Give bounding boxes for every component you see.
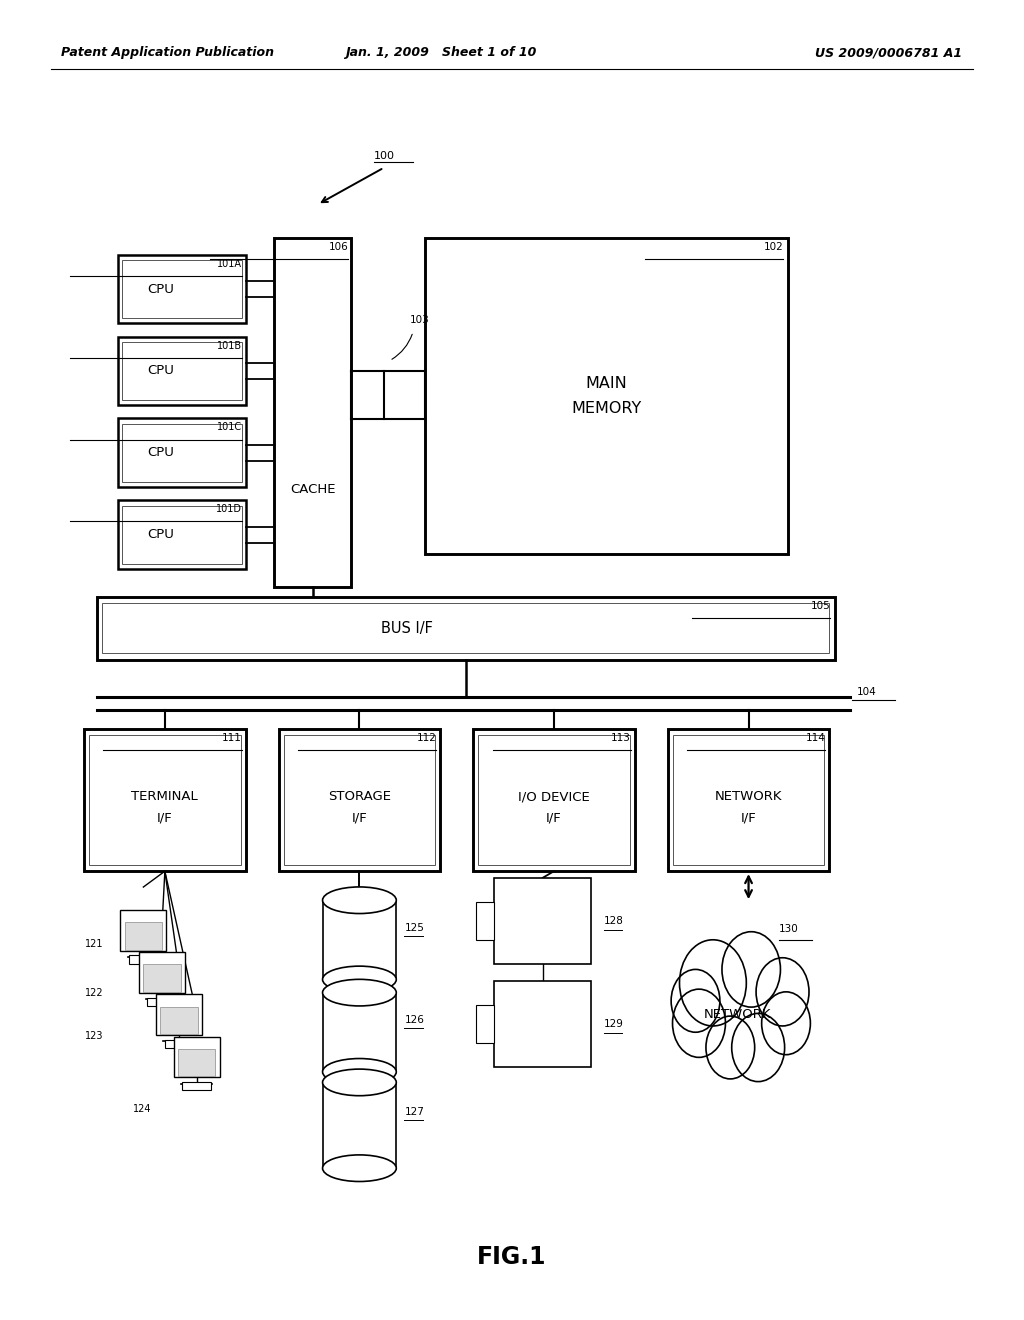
Bar [673, 735, 824, 865]
Text: 129: 129 [604, 1019, 624, 1028]
Bar [143, 965, 180, 991]
Bar [157, 994, 202, 1035]
Text: 112: 112 [417, 733, 436, 743]
Bar [121, 909, 166, 950]
Circle shape [762, 991, 810, 1055]
Text: 114: 114 [806, 733, 825, 743]
Text: 101C: 101C [216, 422, 242, 433]
Text: Jan. 1, 2009   Sheet 1 of 10: Jan. 1, 2009 Sheet 1 of 10 [345, 46, 536, 59]
Text: 127: 127 [404, 1107, 424, 1118]
Text: 105: 105 [811, 601, 830, 611]
Ellipse shape [323, 1069, 396, 1096]
Circle shape [680, 940, 746, 1026]
Text: BUS I/F: BUS I/F [381, 620, 433, 636]
Text: 103: 103 [410, 315, 430, 325]
Text: CPU: CPU [147, 364, 174, 378]
Bar [668, 729, 829, 871]
Circle shape [722, 932, 780, 1007]
Bar [84, 729, 246, 871]
Circle shape [706, 1016, 755, 1078]
Text: 122: 122 [85, 987, 103, 998]
Text: 111: 111 [222, 733, 242, 743]
Text: STORAGE
I/F: STORAGE I/F [328, 791, 391, 824]
Bar [182, 1082, 211, 1090]
Ellipse shape [323, 887, 396, 913]
Bar [178, 1049, 215, 1076]
Bar [174, 1036, 219, 1077]
Text: 113: 113 [611, 733, 631, 743]
Bar [425, 238, 788, 554]
Text: 128: 128 [604, 916, 624, 925]
Bar [122, 506, 242, 564]
Circle shape [756, 958, 809, 1026]
Text: 124: 124 [133, 1104, 152, 1114]
Bar [122, 342, 242, 400]
Bar [118, 255, 246, 323]
Text: NETWORK: NETWORK [703, 1007, 771, 1020]
Text: 121: 121 [85, 939, 103, 949]
Text: NETWORK
I/F: NETWORK I/F [715, 791, 782, 824]
Bar [139, 952, 184, 993]
Ellipse shape [323, 1059, 396, 1085]
Bar [274, 238, 351, 587]
Bar [122, 260, 242, 318]
Bar [97, 597, 835, 660]
Circle shape [732, 1014, 784, 1081]
Bar [161, 1007, 198, 1034]
Text: 101D: 101D [216, 504, 242, 515]
Text: CACHE: CACHE [290, 483, 336, 496]
Text: 123: 123 [85, 1031, 103, 1041]
Bar [279, 729, 440, 871]
Text: I/O DEVICE
I/F: I/O DEVICE I/F [518, 791, 590, 824]
Bar [478, 735, 630, 865]
Bar [89, 735, 241, 865]
Circle shape [671, 969, 720, 1032]
Text: CPU: CPU [147, 446, 174, 459]
Bar [475, 1005, 495, 1043]
Text: 100: 100 [374, 150, 395, 161]
Ellipse shape [323, 1155, 396, 1181]
Bar [118, 500, 246, 569]
Text: 101A: 101A [217, 259, 242, 269]
Bar [129, 956, 158, 964]
Text: MAIN
MEMORY: MAIN MEMORY [571, 376, 642, 416]
Bar [102, 603, 829, 653]
Text: FIG.1: FIG.1 [477, 1245, 547, 1269]
Text: TERMINAL
I/F: TERMINAL I/F [131, 791, 199, 824]
Bar [475, 902, 495, 940]
Bar [118, 337, 246, 405]
Text: Patent Application Publication: Patent Application Publication [61, 46, 274, 59]
Bar [473, 729, 635, 871]
Text: US 2009/0006781 A1: US 2009/0006781 A1 [815, 46, 963, 59]
Bar [495, 981, 592, 1067]
Text: 104: 104 [857, 686, 877, 697]
Text: 130: 130 [779, 924, 799, 933]
Ellipse shape [323, 979, 396, 1006]
Bar [284, 735, 435, 865]
Text: 101B: 101B [216, 341, 242, 351]
Ellipse shape [323, 966, 396, 993]
Bar [122, 424, 242, 482]
Text: 106: 106 [329, 242, 348, 252]
Bar [495, 878, 592, 964]
Bar [165, 1040, 194, 1048]
Text: 102: 102 [764, 242, 783, 252]
Text: 126: 126 [404, 1015, 424, 1026]
Text: CPU: CPU [147, 528, 174, 541]
Bar [147, 998, 176, 1006]
Bar [125, 923, 162, 949]
Text: 125: 125 [404, 923, 424, 933]
Circle shape [673, 989, 725, 1057]
Text: CPU: CPU [147, 282, 174, 296]
Bar [118, 418, 246, 487]
